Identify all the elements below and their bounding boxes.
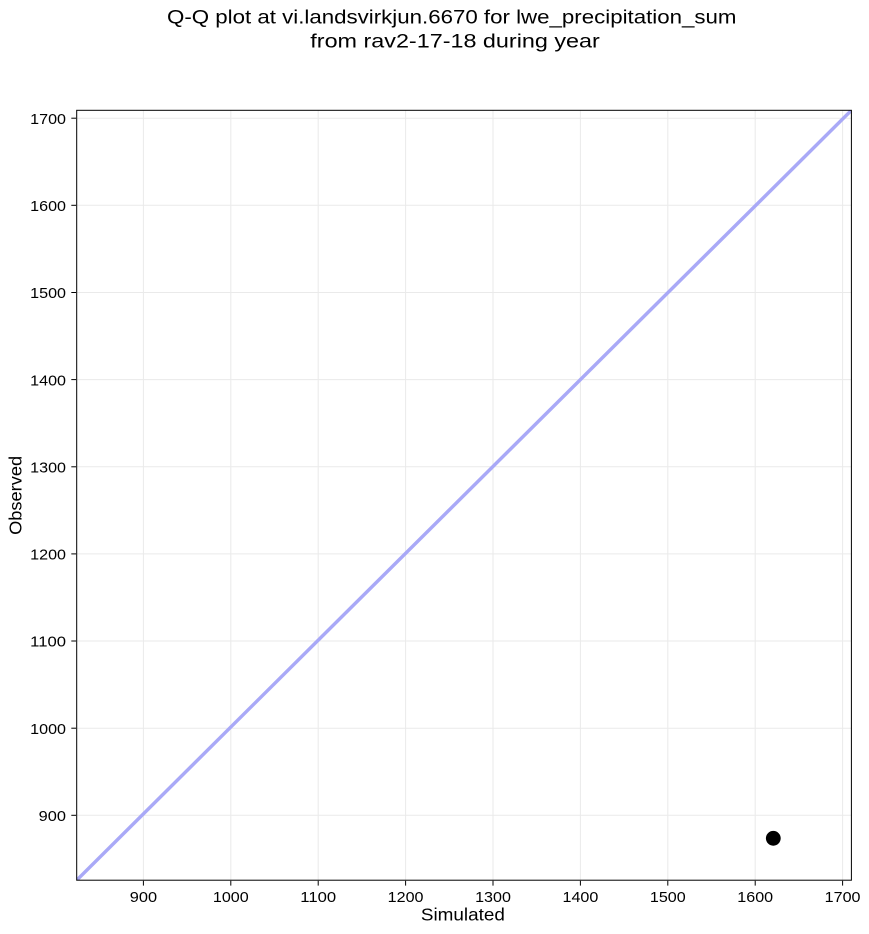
svg-text:1700: 1700 — [825, 890, 861, 906]
svg-text:1600: 1600 — [30, 199, 66, 215]
svg-text:1100: 1100 — [30, 635, 66, 651]
svg-text:900: 900 — [130, 890, 157, 906]
svg-text:1100: 1100 — [300, 890, 336, 906]
svg-text:1400: 1400 — [30, 373, 66, 389]
svg-text:1500: 1500 — [30, 286, 66, 302]
svg-text:1200: 1200 — [388, 890, 424, 906]
svg-text:Observed: Observed — [6, 456, 26, 535]
svg-text:1000: 1000 — [213, 890, 249, 906]
svg-text:1500: 1500 — [650, 890, 686, 906]
svg-text:1000: 1000 — [30, 722, 66, 738]
svg-text:1300: 1300 — [475, 890, 511, 906]
svg-text:900: 900 — [39, 809, 66, 825]
svg-text:1600: 1600 — [737, 890, 773, 906]
svg-text:Q-Q plot at vi.landsvirkjun.66: Q-Q plot at vi.landsvirkjun.6670 for lwe… — [167, 8, 737, 29]
svg-text:1300: 1300 — [30, 461, 66, 477]
svg-text:1200: 1200 — [30, 548, 66, 564]
svg-text:1700: 1700 — [30, 112, 66, 128]
svg-text:from rav2-17-18 during year: from rav2-17-18 during year — [310, 31, 600, 52]
svg-text:1400: 1400 — [563, 890, 599, 906]
svg-text:Simulated: Simulated — [421, 905, 505, 925]
